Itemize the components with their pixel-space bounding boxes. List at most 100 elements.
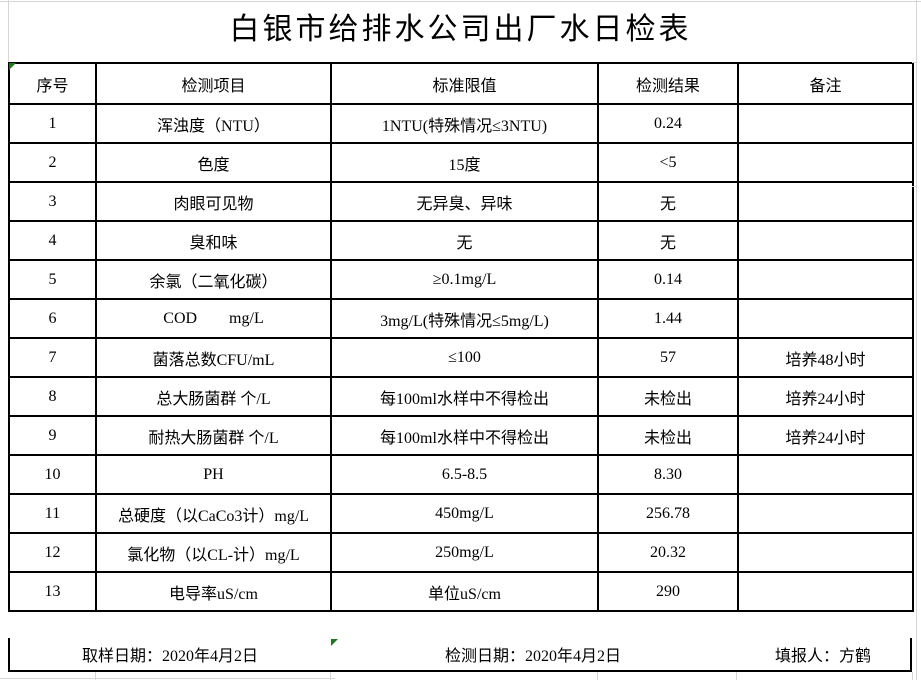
table-row: 2 色度 15度 <5 [8, 142, 914, 183]
gridline [8, 0, 9, 62]
cell-result: <5 [597, 142, 739, 183]
water-quality-table: 序号 检测项目 标准限值 检测结果 备注 1 浑浊度（NTU） 1NTU(特殊情… [8, 62, 914, 612]
cell-limit: 3mg/L(特殊情况≤5mg/L) [330, 298, 599, 339]
cell-result: 无 [597, 181, 739, 222]
table-header-row: 序号 检测项目 标准限值 检测结果 备注 [8, 62, 914, 105]
cell-note: 培养24小时 [737, 415, 914, 456]
cell-note [737, 493, 914, 534]
gridline [736, 672, 737, 680]
cell-item: 氯化物（以CL-计）mg/L [95, 532, 332, 573]
cell-limit: ≤100 [330, 337, 599, 378]
cell-index: 13 [8, 571, 97, 612]
table-row: 4 臭和味 无 无 [8, 220, 914, 261]
gridline [330, 672, 331, 680]
table-row: 1 浑浊度（NTU） 1NTU(特殊情况≤3NTU) 0.24 [8, 103, 914, 144]
cell-result: 290 [597, 571, 739, 612]
cell-note [737, 259, 914, 300]
cell-item: 总硬度（以CaCo3计）mg/L [95, 493, 332, 534]
cell-note [737, 103, 914, 144]
cell-index: 9 [8, 415, 97, 456]
table-row: 9 耐热大肠菌群 个/L 每100ml水样中不得检出 未检出 培养24小时 [8, 415, 914, 456]
gridline [0, 1, 921, 2]
cell-index: 6 [8, 298, 97, 339]
cell-item: 总大肠菌群 个/L [95, 376, 332, 417]
table-row: 13 电导率uS/cm 单位uS/cm 290 [8, 571, 914, 612]
cell-limit: 每100ml水样中不得检出 [330, 415, 599, 456]
cell-error-indicator-icon [9, 63, 16, 70]
cell-item: 余氯（二氧化碳） [95, 259, 332, 300]
cell-limit: 1NTU(特殊情况≤3NTU) [330, 103, 599, 144]
reporter: 填报人：方鹤 [774, 648, 871, 665]
cell-error-indicator-icon [331, 639, 338, 646]
cell-limit: 250mg/L [330, 532, 599, 573]
cell-result: 0.14 [597, 259, 739, 300]
cell-limit: 6.5-8.5 [330, 454, 599, 495]
cell-index: 7 [8, 337, 97, 378]
cell-item: PH [95, 454, 332, 495]
cell-index: 3 [8, 181, 97, 222]
header-cell-limit: 标准限值 [330, 62, 599, 105]
cell-item: 菌落总数CFU/mL [95, 337, 332, 378]
cell-note [737, 181, 914, 222]
cell-index: 11 [8, 493, 97, 534]
cell-note: 培养24小时 [737, 376, 914, 417]
table-footer-row: 取样日期：2020年4月2日 检测日期：2020年4月2日 填报人：方鹤 [8, 638, 912, 672]
table-row: 8 总大肠菌群 个/L 每100ml水样中不得检出 未检出 培养24小时 [8, 376, 914, 417]
header-cell-index: 序号 [8, 62, 97, 105]
cell-note [737, 142, 914, 183]
cell-limit: 15度 [330, 142, 599, 183]
gridline [597, 672, 598, 680]
cell-index: 4 [8, 220, 97, 261]
table-row: 7 菌落总数CFU/mL ≤100 57 培养48小时 [8, 337, 914, 378]
gridline [916, 0, 917, 680]
header-cell-item: 检测项目 [95, 62, 332, 105]
cell-item: COD mg/L [95, 298, 332, 339]
cell-note [737, 298, 914, 339]
cell-item: 肉眼可见物 [95, 181, 332, 222]
gridline [912, 186, 917, 187]
table-body: 1 浑浊度（NTU） 1NTU(特殊情况≤3NTU) 0.24 2 色度 15度… [8, 103, 914, 612]
gridline [912, 62, 917, 63]
cell-item: 色度 [95, 142, 332, 183]
header-cell-note: 备注 [737, 62, 914, 105]
cell-index: 5 [8, 259, 97, 300]
table-row: 5 余氯（二氧化碳） ≥0.1mg/L 0.14 [8, 259, 914, 300]
cell-limit: 450mg/L [330, 493, 599, 534]
header-cell-result: 检测结果 [597, 62, 739, 105]
cell-result: 57 [597, 337, 739, 378]
gridline [0, 678, 335, 679]
cell-limit: 无异臭、异味 [330, 181, 599, 222]
test-date: 检测日期：2020年4月2日 [444, 648, 621, 665]
table-row: 3 肉眼可见物 无异臭、异味 无 [8, 181, 914, 222]
cell-item: 浑浊度（NTU） [95, 103, 332, 144]
cell-result: 无 [597, 220, 739, 261]
cell-result: 20.32 [597, 532, 739, 573]
table-row: 12 氯化物（以CL-计）mg/L 250mg/L 20.32 [8, 532, 914, 573]
cell-item: 臭和味 [95, 220, 332, 261]
table-row: 6 COD mg/L 3mg/L(特殊情况≤5mg/L) 1.44 [8, 298, 914, 339]
cell-result: 未检出 [597, 415, 739, 456]
cell-result: 未检出 [597, 376, 739, 417]
gridline [912, 672, 913, 680]
cell-index: 8 [8, 376, 97, 417]
cell-result: 0.24 [597, 103, 739, 144]
page-title: 白银市给排水公司出厂水日检表 [229, 13, 692, 46]
cell-index: 10 [8, 454, 97, 495]
sampling-date: 取样日期：2020年4月2日 [81, 648, 258, 665]
table-row: 11 总硬度（以CaCo3计）mg/L 450mg/L 256.78 [8, 493, 914, 534]
cell-limit: 无 [330, 220, 599, 261]
table-row: 10 PH 6.5-8.5 8.30 [8, 454, 914, 495]
cell-note [737, 220, 914, 261]
cell-note [737, 571, 914, 612]
cell-limit: 每100ml水样中不得检出 [330, 376, 599, 417]
gridline [95, 672, 96, 680]
cell-item: 电导率uS/cm [95, 571, 332, 612]
cell-index: 1 [8, 103, 97, 144]
cell-note [737, 532, 914, 573]
cell-limit: 单位uS/cm [330, 571, 599, 612]
cell-result: 256.78 [597, 493, 739, 534]
cell-note: 培养48小时 [737, 337, 914, 378]
cell-result: 1.44 [597, 298, 739, 339]
cell-index: 2 [8, 142, 97, 183]
cell-limit: ≥0.1mg/L [330, 259, 599, 300]
